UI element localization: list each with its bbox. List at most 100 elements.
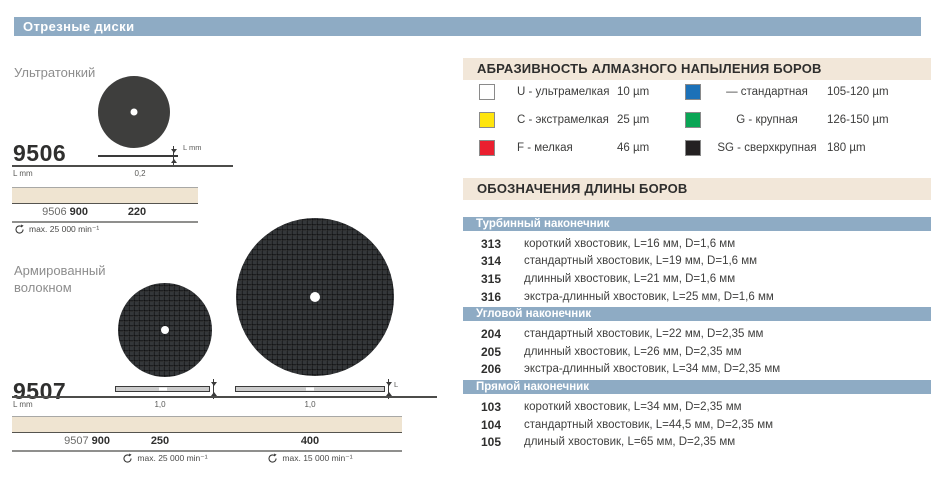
bur-code: 104 bbox=[481, 417, 502, 432]
legend-value: 10 µm bbox=[617, 85, 650, 98]
legend-value: 46 µm bbox=[617, 141, 650, 154]
legend-item: C - экстрамелкая 25 µm bbox=[479, 111, 685, 128]
bur-description: длиный хвостовик, L=65 мм, D=2,35 мм bbox=[524, 436, 736, 449]
legend-item: SG - сверхкрупная 180 µm bbox=[685, 139, 931, 156]
bur-code: 103 bbox=[481, 399, 502, 414]
table-header-band bbox=[12, 187, 198, 204]
handpiece-group-header: Турбинный наконечник bbox=[463, 217, 931, 231]
table-row: 316 экстра-длинный хвостовик, L=25 мм, D… bbox=[463, 288, 931, 306]
max-speed-note: max. 15 000 min⁻¹ bbox=[245, 453, 375, 464]
disc-hole bbox=[310, 292, 320, 302]
legend-label: F - мелкая bbox=[517, 141, 573, 154]
legend-label: SG - сверхкрупная bbox=[717, 141, 817, 154]
product2-thickness-2: 1,0 bbox=[304, 400, 316, 409]
abrasive-color-swatch bbox=[479, 139, 495, 156]
bur-description: стандартный хвостовик, L=44,5 мм, D=2,35… bbox=[524, 418, 774, 431]
bur-code: 316 bbox=[481, 289, 502, 304]
hub-notch bbox=[158, 387, 167, 391]
thickness-dimension-marker bbox=[210, 379, 217, 399]
legend-value: 180 µm bbox=[827, 141, 866, 154]
table-row: 104 стандартный хвостовик, L=44,5 мм, D=… bbox=[463, 416, 931, 434]
max-speed-text: max. 25 000 min⁻¹ bbox=[29, 224, 100, 234]
legend-label: — стандартная bbox=[726, 85, 808, 98]
legend-value: 25 µm bbox=[617, 113, 650, 126]
bur-code: 105 bbox=[481, 435, 502, 450]
bur-code: 206 bbox=[481, 362, 502, 377]
table-row: 9507 900 250 400 bbox=[12, 433, 402, 452]
row-code: 9507 900 bbox=[64, 435, 110, 447]
legend-label: G - крупная bbox=[736, 113, 798, 126]
page-title: Отрезные диски bbox=[23, 19, 135, 34]
product2-baseline bbox=[12, 396, 437, 398]
legend-item: U - ультрамелкая 10 µm bbox=[479, 83, 685, 100]
product2-cross-section-2 bbox=[235, 386, 385, 392]
bur-description: стандартный хвостовик, L=22 мм, D=2,35 м… bbox=[524, 328, 764, 341]
lengths-section-title: ОБОЗНАЧЕНИЯ ДЛИНЫ БОРОВ bbox=[463, 178, 931, 200]
abrasiveness-section-title: АБРАЗИВНОСТЬ АЛМАЗНОГО НАПЫЛЕНИЯ БОРОВ bbox=[463, 58, 931, 80]
product1-label: Ультратонкий bbox=[14, 65, 96, 80]
product2-table: 9507 900 250 400 bbox=[12, 416, 402, 452]
legend-value: 105-120 µm bbox=[827, 85, 889, 98]
page-title-bar: Отрезные диски bbox=[14, 17, 921, 36]
hub-notch bbox=[306, 387, 314, 391]
max-speed-note: max. 25 000 min⁻¹ bbox=[14, 224, 99, 235]
abrasive-color-swatch bbox=[479, 83, 495, 100]
product1-thickness: 0,2 bbox=[134, 169, 146, 178]
legend-item: F - мелкая 46 µm bbox=[479, 139, 685, 156]
bur-code: 205 bbox=[481, 344, 502, 359]
row-diameter-value: 220 bbox=[127, 206, 147, 218]
disc-ultrathin-image bbox=[98, 76, 170, 148]
legend-item: G - крупная 126-150 µm bbox=[685, 111, 931, 128]
table-row: 315 длинный хвостовик, L=21 мм, D=1,6 мм bbox=[463, 270, 931, 288]
product2-cross-section-1 bbox=[115, 386, 210, 392]
product1-baseline bbox=[12, 165, 233, 167]
table-row: 206 экстра-длинный хвостовик, L=34 мм, D… bbox=[463, 361, 931, 379]
max-speed-text: max. 15 000 min⁻¹ bbox=[282, 453, 353, 463]
product1-cross-section bbox=[98, 155, 178, 157]
legend-label: C - экстрамелкая bbox=[517, 113, 609, 126]
legend-label: U - ультрамелкая bbox=[517, 85, 610, 98]
product1-axis-label: L mm bbox=[13, 169, 33, 178]
disc-fiber-large-image bbox=[236, 218, 394, 376]
bur-code: 314 bbox=[481, 254, 502, 269]
bur-description: длинный хвостовик, L=26 мм, D=2,35 мм bbox=[524, 345, 742, 358]
product2-axis-label: L mm bbox=[13, 400, 33, 409]
table-row: 204 стандартный хвостовик, L=22 мм, D=2,… bbox=[463, 325, 931, 343]
product1-table: 9506 900 220 bbox=[12, 187, 198, 223]
table-row: 314 стандартный хвостовик, L=19 мм, D=1,… bbox=[463, 253, 931, 271]
rotation-icon bbox=[15, 224, 24, 234]
table-row: 103 короткий хвостовик, L=34 мм, D=2,35 … bbox=[463, 398, 931, 416]
lengths-table: Турбинный наконечник 313 короткий хвосто… bbox=[463, 217, 931, 453]
table-row: 205 длинный хвостовик, L=26 мм, D=2,35 м… bbox=[463, 343, 931, 361]
abrasive-color-swatch bbox=[685, 111, 701, 128]
abrasive-color-swatch bbox=[685, 83, 701, 100]
legend-item: — стандартная 105-120 µm bbox=[685, 83, 931, 100]
bur-code: 315 bbox=[481, 271, 502, 286]
bur-description: экстра-длинный хвостовик, L=34 мм, D=2,3… bbox=[524, 363, 781, 376]
product2-marker-label: L bbox=[394, 380, 399, 389]
disc-hole bbox=[161, 326, 169, 334]
abrasive-color-swatch bbox=[685, 139, 701, 156]
handpiece-group-rows: 204 стандартный хвостовик, L=22 мм, D=2,… bbox=[463, 325, 931, 378]
row-diameter-value: 250 bbox=[150, 435, 170, 447]
bur-description: длинный хвостовик, L=21 мм, D=1,6 мм bbox=[524, 272, 736, 285]
table-row: 313 короткий хвостовик, L=16 мм, D=1,6 м… bbox=[463, 235, 931, 253]
table-row: 105 длиный хвостовик, L=65 мм, D=2,35 мм bbox=[463, 433, 931, 451]
bur-description: короткий хвостовик, L=16 мм, D=1,6 мм bbox=[524, 237, 736, 250]
bur-description: экстра-длинный хвостовик, L=25 мм, D=1,6… bbox=[524, 290, 774, 303]
thickness-dimension-marker bbox=[385, 379, 392, 399]
product2-thickness-1: 1,0 bbox=[154, 400, 166, 409]
disc-fiber-small-image bbox=[118, 283, 212, 377]
abrasive-color-swatch bbox=[479, 111, 495, 128]
handpiece-group-header: Прямой наконечник bbox=[463, 380, 931, 395]
max-speed-note: max. 25 000 min⁻¹ bbox=[100, 453, 230, 464]
rotation-icon bbox=[268, 453, 278, 463]
product1-code: 9506 bbox=[13, 140, 67, 166]
abrasiveness-legend: U - ультрамелкая 10 µm — стандартная 105… bbox=[463, 83, 931, 156]
legend-value: 126-150 µm bbox=[827, 113, 889, 126]
table-row: 9506 900 220 bbox=[12, 204, 198, 223]
bur-code: 204 bbox=[481, 327, 502, 342]
disc-hole bbox=[130, 108, 138, 116]
max-speed-text: max. 25 000 min⁻¹ bbox=[137, 453, 208, 463]
rotation-icon bbox=[123, 453, 133, 463]
